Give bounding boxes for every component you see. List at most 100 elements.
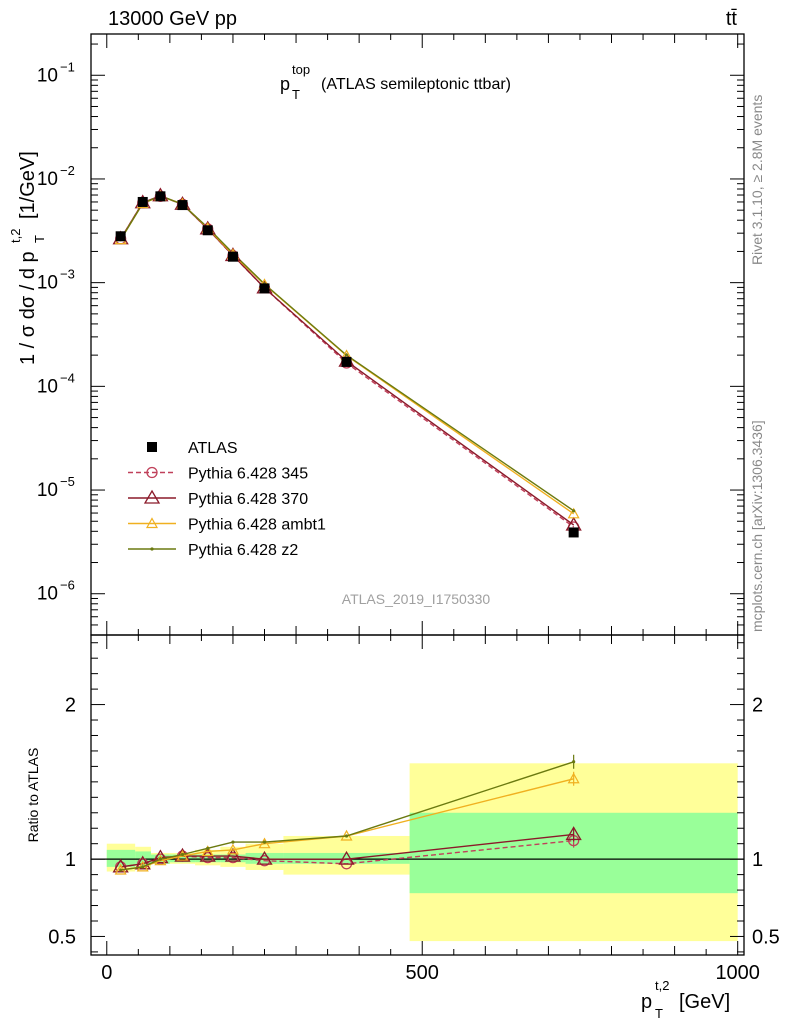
- ratio-line-p370: [120, 833, 574, 868]
- legend-label: Pythia 6.428 345: [188, 466, 308, 483]
- main-plot: [112, 187, 582, 538]
- ratio-y-tick-label-right: 2: [752, 695, 763, 717]
- ratio-frame: [90, 634, 745, 956]
- band-inner: [106, 849, 136, 867]
- band-inner: [195, 854, 221, 863]
- mcplots-label: mcplots.cern.ch [arXiv:1306.3436]: [749, 420, 765, 632]
- legend-label: Pythia 6.428 ambt1: [188, 517, 326, 534]
- xlabel-unit: [GeV]: [679, 991, 730, 1013]
- legend-entry-p370: Pythia 6.428 370: [128, 489, 308, 508]
- data-point-atlas: [137, 196, 148, 207]
- xlabel-sub: T: [655, 1006, 663, 1021]
- rivet-label: Rivet 3.1.10, ≥ 2.8M events: [749, 95, 765, 265]
- data-point-atlas: [341, 356, 352, 367]
- plot-title: p top T (ATLAS semileptonic ttbar): [280, 62, 511, 102]
- data-point-atlas: [227, 251, 238, 262]
- title-rest: (ATLAS semileptonic ttbar): [321, 76, 511, 93]
- title-sup: top: [292, 62, 310, 77]
- x-tick-label: 500: [406, 962, 439, 984]
- ratio-y-tick-label: 2: [65, 695, 76, 717]
- legend-marker: [147, 442, 157, 452]
- main-ylabel: 1 / σ dσ / d p t,2 T [1/GeV]: [8, 151, 47, 365]
- ratio-y-tick-label: 1: [65, 849, 76, 871]
- legend-marker: [143, 489, 161, 504]
- ratio-point-z2: [180, 852, 185, 857]
- legend-label: Pythia 6.428 370: [188, 491, 308, 508]
- ratio-point-p370: [152, 849, 169, 864]
- xlabel: p t,2 T [GeV]: [641, 978, 730, 1021]
- data-point-atlas: [568, 527, 579, 538]
- ratio-y-tick-label-right: 0.5: [752, 926, 780, 948]
- band-inner: [220, 854, 246, 863]
- ratio-y-tick-label-right: 1: [752, 849, 763, 871]
- title-p: p: [280, 74, 290, 94]
- energy-label: 13000 GeV pp: [108, 8, 237, 30]
- data-point-ambt1: [567, 507, 580, 519]
- xlabel-p: p: [641, 991, 652, 1013]
- process-label: tt̄: [726, 8, 738, 30]
- ratio-point-ambt1: [258, 837, 271, 849]
- y-tick-label-exp: −5: [60, 474, 75, 489]
- y-tick-label-exp: −1: [60, 59, 75, 74]
- y-tick-label: 10: [37, 480, 58, 501]
- legend-entry-atlas: ATLAS: [147, 440, 238, 457]
- legend-marker: [145, 517, 159, 529]
- y-tick-label: 10: [37, 376, 58, 397]
- y-tick-label: 10: [37, 169, 58, 190]
- series-line-z2: [120, 194, 575, 512]
- data-point-atlas: [155, 191, 166, 202]
- title-sub: T: [292, 87, 300, 102]
- legend-entry-p345: Pythia 6.428 345: [128, 466, 308, 483]
- ratio-point-z2: [344, 834, 349, 838]
- ratio-y-tick-label: 0.5: [48, 926, 76, 948]
- axes: 10−610−510−410−310−210 −10.5 0.51 12 20 500 10…: [37, 33, 780, 984]
- data-point-z2: [344, 353, 349, 357]
- ratio-point-ambt1: [226, 843, 239, 855]
- ratio-ylabel: Ratio to ATLAS: [25, 748, 41, 843]
- ratio-point-p370: [224, 847, 242, 862]
- y-tick-label: 10: [37, 273, 58, 294]
- legend-entry-ambt1: Pythia 6.428 ambt1: [128, 517, 326, 534]
- ratio-point-p370: [134, 855, 151, 870]
- ylabel-sub: T: [32, 235, 47, 243]
- ratio-plot: [91, 754, 744, 875]
- ylabel-unit: [1/GeV]: [17, 151, 39, 219]
- analysis-id: ATLAS_2019_I1750330: [342, 591, 491, 607]
- ratio-point-z2: [158, 857, 163, 861]
- legend-entry-z2: Pythia 6.428 z2: [128, 542, 298, 559]
- ylabel-sup: t,2: [8, 229, 23, 243]
- data-point-atlas: [259, 283, 270, 294]
- y-tick-label-exp: −3: [60, 267, 75, 282]
- data-point-atlas: [115, 231, 126, 242]
- legend-label: Pythia 6.428 z2: [188, 542, 298, 559]
- ratio-point-z2: [206, 846, 210, 850]
- legend-marker: [150, 547, 154, 551]
- x-tick-label: 0: [101, 962, 112, 984]
- band-inner: [169, 854, 196, 863]
- ylabel-main: 1 / σ dσ / d p: [17, 251, 39, 365]
- y-tick-label: 10: [37, 65, 58, 86]
- legend-marker: [146, 466, 158, 479]
- ratio-point-z2: [262, 840, 267, 844]
- data-point-atlas: [202, 225, 213, 236]
- ratio-point-p370: [112, 858, 129, 873]
- ratio-point-z2: [119, 868, 123, 872]
- data-point-atlas: [177, 200, 188, 211]
- ratio-uncertainty-bands: [106, 763, 738, 942]
- band-inner: [245, 852, 284, 864]
- legend-label: ATLAS: [188, 440, 238, 457]
- x-tick-label: 1000: [715, 962, 760, 984]
- ratio-point-z2: [231, 840, 235, 844]
- ratio-point-ambt1: [201, 845, 214, 857]
- ratio-point-z2: [141, 865, 145, 869]
- legend: ATLAS Pythia 6.428 345 Pythia 6.428 370 Pyt…: [128, 440, 326, 559]
- ratio-point-p370: [256, 850, 273, 865]
- xlabel-sup: t,2: [655, 978, 669, 993]
- y-tick-label-exp: −2: [60, 163, 75, 178]
- y-tick-label-exp: −4: [60, 370, 75, 385]
- y-tick-label-exp: −6: [60, 578, 75, 593]
- data-point-z2: [572, 509, 576, 513]
- y-tick-label: 10: [37, 584, 58, 605]
- ratio-point-p370: [338, 850, 355, 865]
